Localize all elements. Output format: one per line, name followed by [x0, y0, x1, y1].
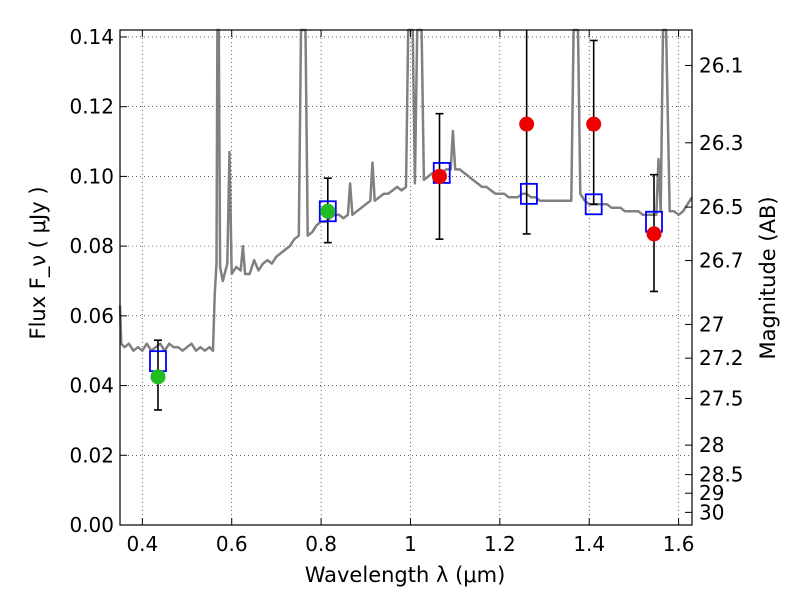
observed-point — [320, 203, 336, 219]
right-tick-label: 26.1 — [699, 53, 744, 77]
right-tick-label: 27 — [699, 312, 724, 336]
y-tick-labels: 0.00 0.02 0.04 0.06 0.08 0.10 0.12 0.14 — [69, 25, 114, 537]
observed-point — [432, 168, 448, 184]
observed-point — [586, 116, 602, 132]
right-tick-label: 26.7 — [699, 249, 744, 273]
right-tick-label: 28 — [699, 433, 724, 457]
x-tick-label: 0.8 — [305, 532, 337, 556]
model-square-point — [519, 182, 538, 205]
x-tick-labels: 0.4 0.6 0.8 1 1.2 1.4 1.6 — [126, 532, 694, 556]
right-tick-label: 27.2 — [699, 346, 744, 370]
x-tick-label: 1 — [404, 532, 417, 556]
x-tick-label: 0.4 — [126, 532, 158, 556]
y-tick-label: 0.12 — [69, 95, 114, 119]
y-tick-label: 0.04 — [69, 374, 114, 398]
observed-point — [519, 116, 535, 132]
right-tick-label: 26.5 — [699, 195, 744, 219]
x-tick-label: 1.4 — [573, 532, 605, 556]
right-tick-label: 27.5 — [699, 386, 744, 410]
observed-points — [150, 116, 662, 385]
y-tick-label: 0.00 — [69, 513, 114, 537]
y-tick-label: 0.08 — [69, 234, 114, 258]
y-axis-label: Flux F_ν ( μJy ) — [26, 186, 51, 339]
model-spectrum — [118, 28, 694, 352]
y-tick-label: 0.14 — [69, 25, 114, 49]
spectrum-line — [118, 28, 694, 352]
right-tick-label: 29 — [699, 481, 724, 505]
y-tick-label: 0.02 — [69, 443, 114, 467]
x-tick-label: 1.6 — [663, 532, 695, 556]
observed-point — [150, 369, 166, 385]
right-axis-label: Magnitude (AB) — [756, 196, 780, 359]
x-tick-label: 0.6 — [216, 532, 248, 556]
observed-point — [646, 226, 662, 242]
x-tick-label: 1.2 — [484, 532, 516, 556]
y-tick-label: 0.10 — [69, 164, 114, 188]
axis-ticks — [120, 30, 692, 526]
y-tick-label: 0.06 — [69, 304, 114, 328]
model-square-point — [318, 200, 337, 223]
right-tick-label: 26.3 — [699, 131, 744, 155]
right-tick-label: 30 — [699, 500, 724, 524]
plot-frame — [119, 29, 693, 526]
right-tick-label: 28.5 — [699, 463, 744, 487]
model-square-point — [584, 193, 603, 216]
x-axis-label: Wavelength λ (μm) — [305, 563, 506, 587]
